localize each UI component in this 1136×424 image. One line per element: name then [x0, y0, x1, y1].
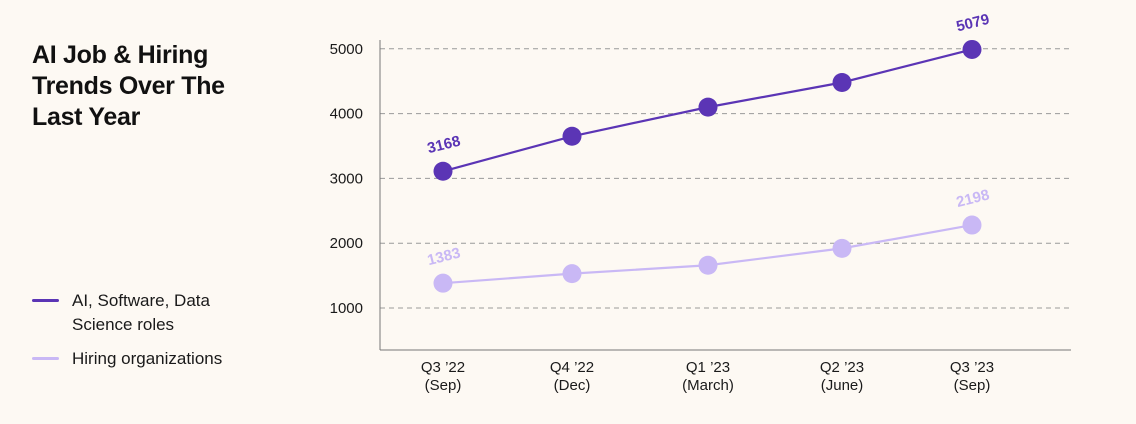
data-label: 3168: [426, 133, 462, 158]
data-point-hiring-orgs: [832, 238, 852, 258]
x-tick-label: Q3 ’22 (Sep): [421, 359, 465, 394]
y-tick-label: 4000: [330, 106, 363, 123]
data-point-ai-roles: [562, 126, 582, 146]
data-point-ai-roles: [962, 39, 982, 59]
y-tick-label: 3000: [330, 170, 363, 187]
legend-swatch-hiring-orgs: [32, 357, 59, 360]
data-label: 5079: [955, 11, 991, 36]
y-tick-label: 1000: [330, 300, 363, 317]
x-tick-label: Q3 ’23 (Sep): [950, 359, 994, 394]
legend-swatch-ai-roles: [32, 299, 59, 302]
data-label: 1383: [426, 245, 462, 270]
y-tick-label: 2000: [330, 235, 363, 252]
data-point-hiring-orgs: [433, 273, 453, 293]
x-tick-label: Q4 ’22 (Dec): [550, 359, 594, 394]
data-point-ai-roles: [433, 161, 453, 181]
x-tick-label: Q1 ’23 (March): [682, 359, 734, 394]
data-point-ai-roles: [698, 97, 718, 117]
chart-title: AI Job & Hiring Trends Over The Last Yea…: [32, 41, 225, 131]
data-point-hiring-orgs: [562, 264, 582, 284]
legend-label-hiring-orgs: Hiring organizations: [72, 349, 223, 368]
legend-item-hiring-orgs: Hiring organizations: [32, 347, 262, 371]
y-tick-label: 5000: [330, 41, 363, 58]
data-point-hiring-orgs: [962, 215, 982, 235]
legend: AI, Software, Data Science roles Hiring …: [32, 289, 262, 381]
data-point-hiring-orgs: [698, 255, 718, 275]
data-label: 2198: [955, 186, 991, 211]
legend-item-ai-roles: AI, Software, Data Science roles: [32, 289, 262, 337]
x-tick-label: Q2 ’23 (June): [820, 359, 864, 394]
data-point-ai-roles: [832, 72, 852, 92]
legend-label-ai-roles: AI, Software, Data Science roles: [72, 291, 210, 334]
